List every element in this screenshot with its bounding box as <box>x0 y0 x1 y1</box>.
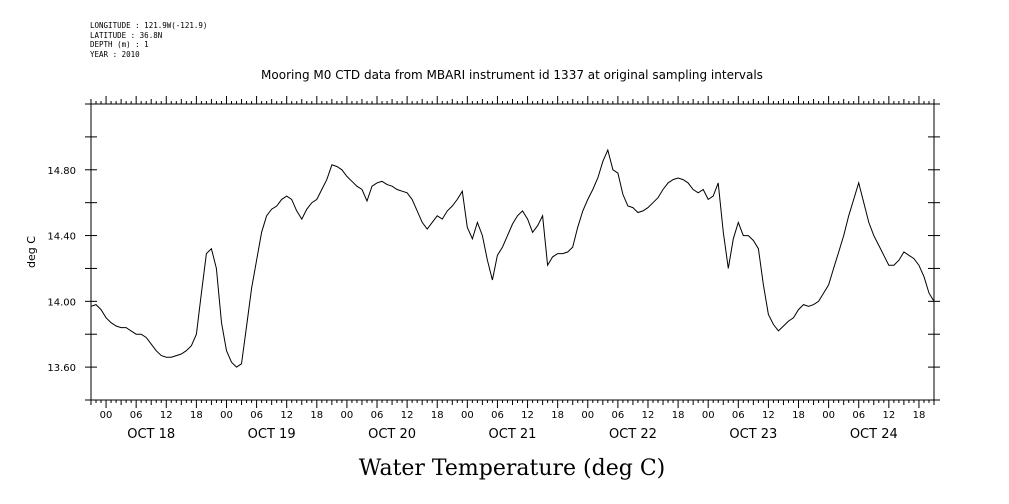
x-tick-label: 12 <box>521 410 534 421</box>
x-day-label: OCT 19 <box>248 427 296 442</box>
y-axis: 13.60 14.00 14.40 14.80 <box>47 103 940 401</box>
x-tick-label: 12 <box>280 410 293 421</box>
x-day-label: OCT 20 <box>368 427 416 442</box>
x-tick-label: 12 <box>642 410 655 421</box>
x-tick-label: 12 <box>401 410 414 421</box>
x-day-label: OCT 24 <box>850 427 898 442</box>
y-tick-label: 13.60 <box>47 363 76 374</box>
y-tick-label: 14.40 <box>47 232 76 243</box>
x-day-label: OCT 18 <box>127 427 175 442</box>
x-tick-label: 18 <box>913 410 926 421</box>
x-tick-label: 12 <box>160 410 173 421</box>
longitude-label: LONGITUDE : 121.9W(-121.9) <box>90 21 208 30</box>
x-day-label: OCT 22 <box>609 427 657 442</box>
x-tick-label: 00 <box>341 410 354 421</box>
latitude-label: LATITUDE : 36.8N <box>90 30 163 40</box>
x-tick-label: 18 <box>672 410 685 421</box>
depth-label: DEPTH (m) : 1 <box>90 40 149 49</box>
water-temperature-line <box>90 148 935 368</box>
x-day-label: OCT 23 <box>729 427 777 442</box>
metadata-block: LONGITUDE : 121.9W(-121.9) LATITUDE : 36… <box>90 21 207 59</box>
x-tick-label: 00 <box>702 410 715 421</box>
chart-title: Mooring M0 CTD data from MBARI instrumen… <box>261 68 763 82</box>
x-tick-label: 06 <box>371 410 384 421</box>
y-tick-label: 14.80 <box>47 166 76 177</box>
x-tick-label: 12 <box>882 410 895 421</box>
x-day-label: OCT 21 <box>489 427 537 442</box>
x-tick-label: 00 <box>461 410 474 421</box>
x-tick-label: 00 <box>100 410 113 421</box>
x-tick-label: 00 <box>822 410 835 421</box>
x-tick-label: 18 <box>792 410 805 421</box>
x-tick-label: 18 <box>431 410 444 421</box>
plot-frame <box>90 103 935 401</box>
x-tick-label: 06 <box>732 410 745 421</box>
y-axis-label: deg C <box>25 236 38 268</box>
x-tick-label: 06 <box>612 410 625 421</box>
x-tick-label: 18 <box>310 410 323 421</box>
year-label: YEAR : 2010 <box>90 49 140 59</box>
x-tick-label: 00 <box>581 410 594 421</box>
x-tick-label: 18 <box>190 410 203 421</box>
x-tick-label: 00 <box>220 410 233 421</box>
x-tick-label: 06 <box>491 410 504 421</box>
x-axis-label: Water Temperature (deg C) <box>359 456 666 481</box>
y-tick-label: 14.00 <box>47 297 76 308</box>
x-tick-label: 06 <box>250 410 263 421</box>
x-tick-label: 18 <box>551 410 564 421</box>
x-axis: 00 06 12 18 00 06 12 18 00 06 12 18 00 06 12 18 00 06 12 18… <box>90 96 935 442</box>
x-tick-label: 06 <box>852 410 865 421</box>
x-tick-label: 12 <box>762 410 775 421</box>
x-tick-label: 06 <box>130 410 143 421</box>
